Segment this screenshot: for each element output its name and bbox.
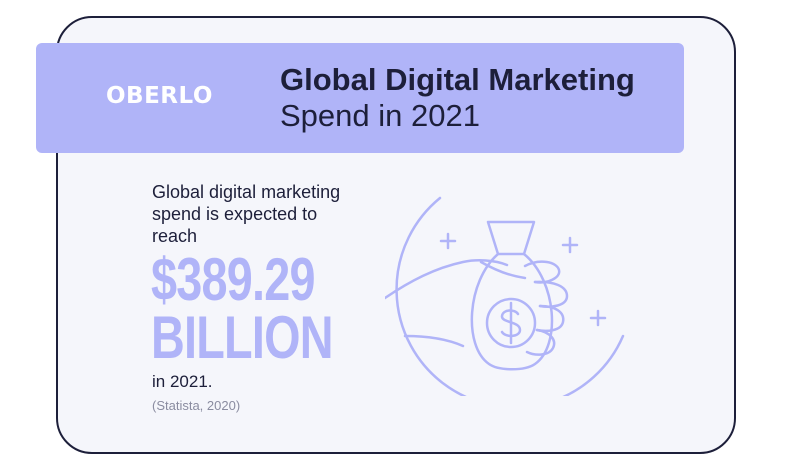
stat-amount: $389.29 BILLION [151, 246, 334, 371]
header-banner [36, 43, 684, 153]
stat-amount-value: $389.29 [151, 246, 315, 313]
page-title: Global Digital Marketing Spend in 2021 [280, 62, 635, 134]
title-line-2: Spend in 2021 [280, 98, 480, 133]
hand-holding-money-bag-icon [385, 196, 625, 396]
stat-amount-unit: BILLION [151, 304, 334, 371]
source-citation: (Statista, 2020) [152, 398, 241, 413]
money-bag-icon [470, 220, 554, 371]
outer-arc-icon [395, 196, 625, 396]
stat-year-text: in 2021. [152, 372, 213, 391]
stat-intro-text: Global digital marketing spend is expect… [152, 182, 341, 246]
hand-icon [385, 259, 569, 356]
title-line-1: Global Digital Marketing [280, 62, 635, 97]
sparkle-icons [439, 232, 607, 327]
oberlo-logo: OBERLO [106, 83, 213, 109]
